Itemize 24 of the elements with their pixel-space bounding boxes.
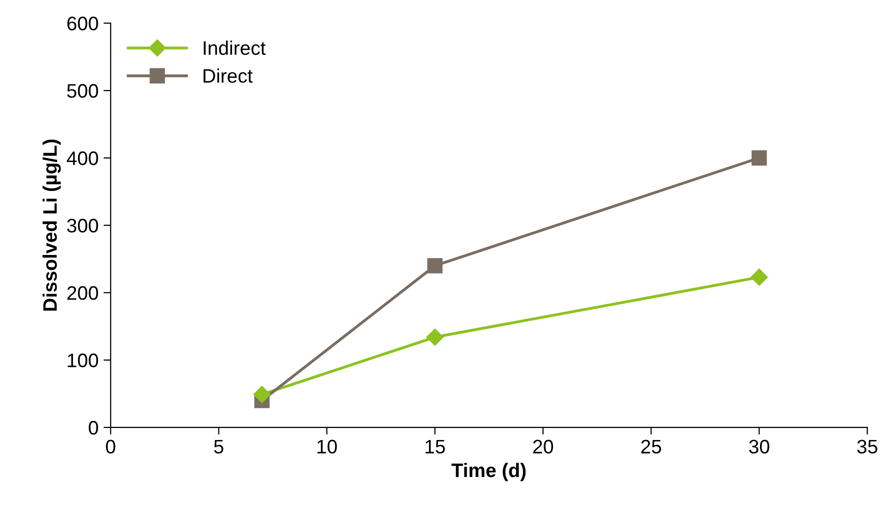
legend-label: Direct <box>204 68 253 83</box>
y-tick-label: 200 <box>67 286 98 300</box>
y-tick-label: 400 <box>66 151 98 166</box>
point <box>253 386 271 403</box>
x-axis-title: Time (d) <box>452 462 526 482</box>
legend-label: Indirect <box>204 40 266 55</box>
x-tick-label: 0 <box>106 440 116 454</box>
x-tick-label: 30 <box>749 440 770 454</box>
point <box>427 258 443 274</box>
y-tick-label: 500 <box>67 84 98 98</box>
x-tick-label: 20 <box>533 440 554 454</box>
y-tick-label: 300 <box>67 218 98 233</box>
y-tick-label: 600 <box>67 16 98 30</box>
y-axis-title: Dissolved Li (µg/L) <box>42 140 61 311</box>
point <box>750 268 768 286</box>
x-tick-label: 35 <box>857 440 878 454</box>
y-tick-label: 0 <box>88 420 98 435</box>
point <box>426 328 444 346</box>
x-tick-label: 5 <box>214 440 224 454</box>
y-tick-label: 100 <box>68 354 98 368</box>
point <box>752 150 767 166</box>
x-tick-label: 10 <box>317 440 337 454</box>
x-tick-label: 15 <box>426 440 445 454</box>
x-tick-label: 25 <box>641 440 662 454</box>
